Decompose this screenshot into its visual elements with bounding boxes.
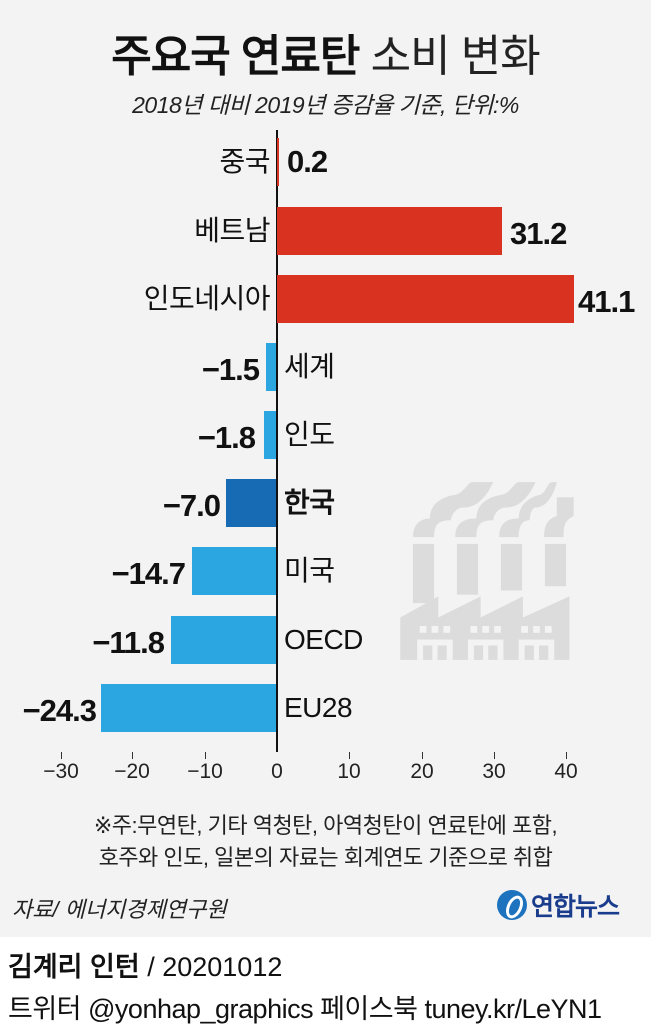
x-tick-label: 20: [410, 760, 434, 783]
publish-date: / 20201012: [147, 952, 283, 982]
title-light: 소비 변화: [370, 32, 541, 81]
bar-china: [277, 138, 279, 186]
x-tick-label: 10: [337, 760, 361, 783]
value-label-china: 0.2: [287, 144, 328, 179]
bar-world: [266, 343, 276, 391]
category-label-indonesia: 인도네시아: [143, 283, 271, 314]
category-label-korea: 한국: [284, 487, 335, 518]
chart-title: 주요국 연료탄 소비 변화: [0, 20, 651, 84]
category-label-vietnam: 베트남: [194, 215, 270, 246]
title-bold: 주요국 연료탄: [111, 32, 360, 81]
category-label-oecd: OECD: [284, 624, 363, 655]
x-tick-label: −10: [187, 760, 223, 783]
yonhap-logo-text: 연합뉴스: [531, 893, 620, 921]
bar-eu28: [101, 684, 276, 732]
x-tick-label: 30: [482, 760, 506, 783]
chart-subtitle: 2018년 대비 2019년 증감율 기준, 단위:%: [132, 92, 519, 118]
value-label-oecd: −11.8: [92, 625, 165, 660]
x-tick: [205, 752, 206, 759]
bar-oecd: [171, 616, 276, 664]
x-tick: [349, 752, 350, 759]
footnote-line-2: 호주와 인도, 일본의 자료는 회계연도 기준으로 취합: [98, 845, 553, 870]
social-links: 트위터 @yonhap_graphics 페이스북 tuney.kr/LeYN1: [8, 994, 602, 1024]
yonhap-logo-icon: [497, 890, 527, 920]
value-label-eu28: −24.3: [22, 693, 97, 728]
bar-india: [264, 411, 276, 459]
factory-smokestacks-icon: [400, 482, 574, 660]
bar-vietnam: [277, 207, 502, 255]
author-credit: 김계리 인턴 / 20201012: [8, 945, 282, 984]
value-label-usa: −14.7: [111, 556, 186, 591]
bar-chart: 중국 0.2 베트남 31.2 인도네시아 41.1 −1.5 세계 −1.8 …: [22, 130, 635, 783]
data-source: 자료/ 에너지경제연구원: [12, 897, 227, 922]
x-tick: [422, 752, 423, 759]
category-label-usa: 미국: [284, 555, 335, 586]
footnote: ※주:무연탄, 기타 역청탄, 아역청탄이 연료탄에 포함, 호주와 인도, 일…: [0, 810, 651, 874]
bar-indonesia: [277, 275, 574, 323]
x-tick-label: 0: [271, 760, 283, 783]
x-tick-label: 40: [554, 760, 578, 783]
author-name: 김계리 인턴: [8, 952, 140, 982]
zero-axis-line: [276, 130, 278, 752]
value-label-world: −1.5: [201, 352, 260, 387]
value-label-vietnam: 31.2: [510, 216, 567, 251]
bar-korea: [226, 479, 276, 527]
yonhap-logo: 연합뉴스: [497, 887, 620, 923]
x-tick-label: −30: [43, 760, 79, 783]
x-tick-label: −20: [114, 760, 150, 783]
category-label-world: 세계: [284, 351, 335, 382]
category-label-china: 중국: [219, 146, 270, 177]
footnote-line-1: ※주:무연탄, 기타 역청탄, 아역청탄이 연료탄에 포함,: [93, 813, 558, 838]
value-label-india: −1.8: [197, 420, 256, 455]
category-label-india: 인도: [284, 419, 335, 450]
x-tick: [494, 752, 495, 759]
x-tick: [132, 752, 133, 759]
credits-footer: 김계리 인턴 / 20201012 트위터 @yonhap_graphics 페…: [0, 937, 651, 1028]
value-label-korea: −7.0: [162, 488, 221, 523]
value-label-indonesia: 41.1: [578, 284, 635, 319]
bar-usa: [192, 547, 276, 595]
x-tick: [61, 752, 62, 759]
category-label-eu28: EU28: [284, 692, 353, 723]
x-tick: [566, 752, 567, 759]
